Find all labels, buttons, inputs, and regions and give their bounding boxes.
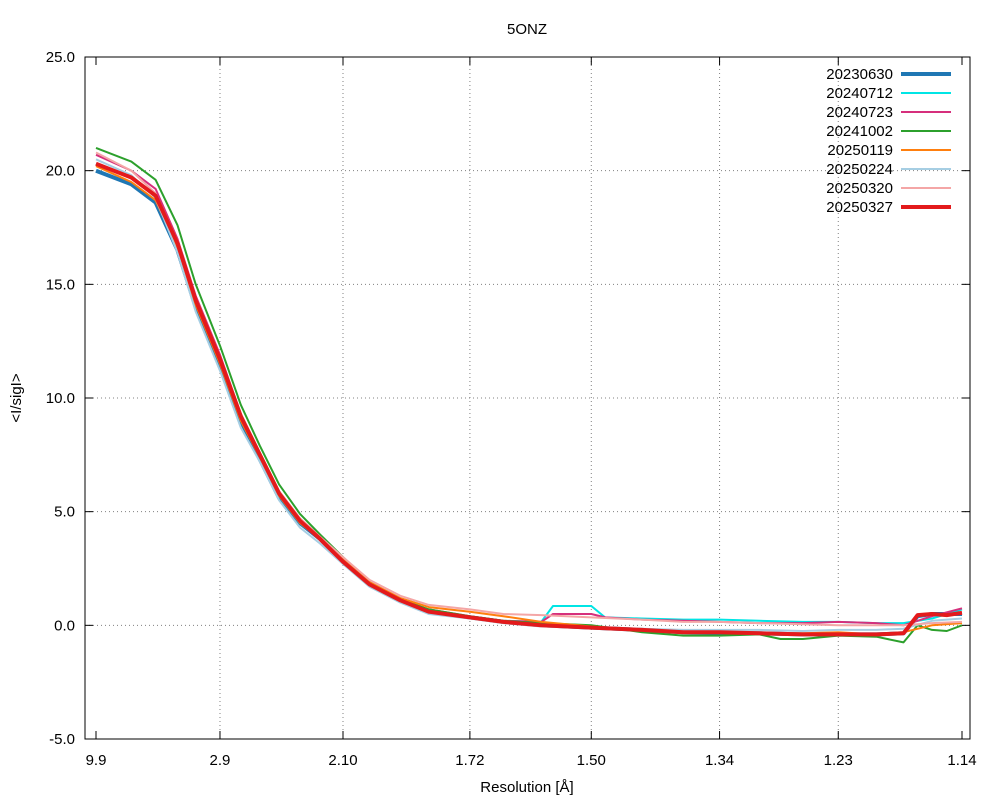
series-line-20240723 <box>95 153 963 627</box>
y-tick-label: 10.0 <box>46 390 75 407</box>
series-line-20240712 <box>95 162 963 625</box>
series-line-20250224 <box>95 158 963 632</box>
y-tick-label: 25.0 <box>46 49 75 66</box>
y-tick-label: 20.0 <box>46 163 75 180</box>
x-tick-label: 9.9 <box>86 752 107 769</box>
y-tick-label: 15.0 <box>46 276 75 293</box>
legend-label: 20230630 <box>826 66 893 83</box>
series-line-20250327 <box>95 161 963 637</box>
series-line-20241002 <box>95 146 963 644</box>
x-tick-label: 1.14 <box>947 752 976 769</box>
series-line-20230630 <box>95 168 962 637</box>
x-tick-label: 1.23 <box>824 752 853 769</box>
legend-label: 20250320 <box>826 180 893 197</box>
ticks: -5.0 0.0 5.0 10.0 15.0 20.0 25.0 9.9 2.9 2.10 1.72… <box>46 49 977 769</box>
legend-label: 20240712 <box>826 85 893 102</box>
x-tick-label: 1.50 <box>577 752 606 769</box>
legend: 20230630 20240712 20240723 20241002 20250119… <box>826 66 951 216</box>
x-tick-label: 2.10 <box>328 752 357 769</box>
legend-label: 20240723 <box>826 104 893 121</box>
series-layer <box>95 146 963 644</box>
legend-label: 20250119 <box>827 142 893 159</box>
x-tick-label: 1.72 <box>455 752 484 769</box>
x-tick-label: 2.9 <box>210 752 231 769</box>
x-tick-label: 1.34 <box>705 752 734 769</box>
x-axis-title: Resolution [Å] <box>480 779 573 796</box>
y-axis-title: <I/sigI> <box>8 373 25 422</box>
legend-label: 20250327 <box>826 199 893 216</box>
legend-label: 20241002 <box>826 123 893 140</box>
chart-title: 5ONZ <box>507 21 547 38</box>
legend-label: 20250224 <box>826 161 893 178</box>
y-tick-label: 0.0 <box>54 617 75 634</box>
y-tick-label: -5.0 <box>49 731 75 748</box>
y-tick-label: 5.0 <box>54 504 75 521</box>
series-line-20250119 <box>95 165 963 636</box>
